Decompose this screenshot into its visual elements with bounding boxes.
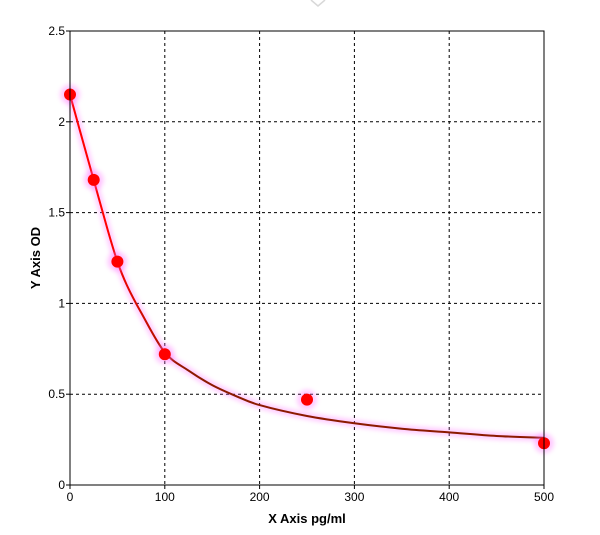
fit-curve: [69, 94, 545, 439]
plot-frame: [69, 30, 545, 486]
fit-curve-layer: [66, 93, 545, 442]
x-tick-label: 0: [67, 490, 74, 504]
axis-ticks: 0 100 200 300 400 500 0 0.5 1 1.5 2 2.5: [48, 24, 554, 504]
data-point: [301, 393, 313, 406]
x-tick-label: 400: [439, 490, 459, 504]
data-points: [60, 84, 554, 454]
grid-lines: [70, 31, 544, 485]
x-tick-label: 200: [250, 490, 270, 504]
y-tick-label: 0.5: [48, 387, 65, 401]
data-point: [158, 348, 171, 361]
y-axis-title: Y Axis OD: [28, 227, 43, 289]
x-axis-title: X Axis pg/ml: [268, 511, 346, 526]
y-tick-label: 0: [58, 478, 65, 492]
x-tick-label: 500: [534, 490, 554, 504]
data-point: [111, 255, 124, 268]
y-tick-label: 2: [58, 115, 65, 129]
y-tick-label: 1.5: [48, 206, 65, 220]
data-point: [87, 173, 100, 186]
top-mark: [310, 0, 326, 7]
y-tick-label: 2.5: [48, 24, 65, 38]
y-tick-label: 1: [58, 296, 65, 310]
x-tick-label: 100: [155, 490, 175, 504]
x-tick-label: 300: [344, 490, 364, 504]
